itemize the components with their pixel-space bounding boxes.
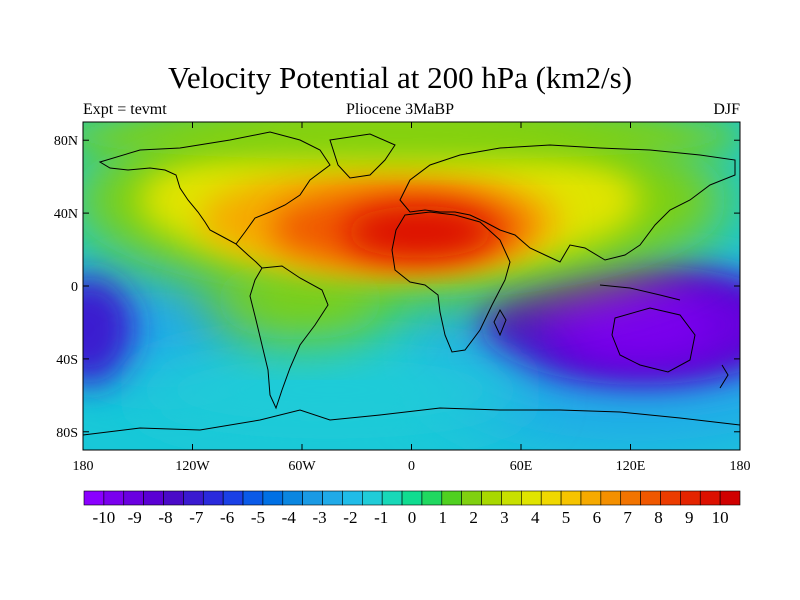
y-tick-label: 80S: [56, 426, 78, 441]
colorbar-swatch: [660, 490, 681, 506]
coastline-north-america: [98, 131, 331, 245]
field-blob: [345, 206, 495, 258]
field-blob: [570, 295, 710, 355]
colorbar-swatch: [699, 490, 721, 506]
colorbar-swatch: [501, 490, 522, 506]
x-tick-label: 180: [730, 459, 751, 474]
field-blob: [130, 350, 530, 430]
colorbar-swatch: [342, 490, 363, 506]
colorbar-label: -6: [220, 508, 234, 527]
colorbar-label: 9: [685, 508, 694, 527]
colorbar-swatch: [381, 490, 403, 506]
colorbar-swatch: [640, 490, 661, 506]
colorbar-label: -8: [158, 508, 172, 527]
colorbar-label: -5: [251, 508, 265, 527]
colorbar-swatch: [183, 490, 204, 506]
colorbar: -10 -9 -8 -7 -6 -5 -4 -3 -2 -1 0 1 2 3 4 5 6 7 8 9 10: [83, 490, 741, 527]
colorbar-label: -4: [282, 508, 297, 527]
x-tick-label: 120W: [175, 459, 210, 474]
y-tick-label: 0: [71, 280, 78, 295]
coastline-greenland: [329, 133, 396, 179]
x-tick-label: 60E: [510, 459, 533, 474]
coastline-south-america: [249, 265, 329, 410]
colorbar-label: 10: [712, 508, 729, 527]
coastline-antarctica: [83, 407, 740, 436]
colorbar-swatch: [441, 490, 462, 506]
coastlines: [83, 131, 740, 436]
colorbar-swatch: [362, 490, 383, 506]
coastline-new-zealand: [719, 364, 729, 389]
colorbar-swatch: [560, 490, 582, 506]
x-tick-label: 120E: [616, 459, 646, 474]
coastline-madagascar: [493, 308, 507, 337]
colorbar-swatch: [282, 490, 303, 506]
coastline-central-america: [235, 243, 263, 269]
colorbar-label: -9: [128, 508, 142, 527]
colorbar-swatch: [521, 490, 542, 506]
field-blob: [83, 122, 740, 160]
coastline-indonesia: [599, 284, 681, 301]
colorbar-label: 0: [408, 508, 417, 527]
season-label: DJF: [713, 101, 740, 118]
colorbar-swatch: [202, 490, 224, 506]
coastline-australia: [611, 307, 696, 373]
field-blob: [210, 260, 390, 340]
colorbar-swatch: [103, 490, 125, 506]
y-tick-label: 40S: [56, 353, 78, 368]
colorbar-swatch: [83, 490, 105, 506]
colorbar-swatch: [401, 490, 423, 506]
colorbar-swatch: [481, 490, 502, 506]
coastline-africa: [391, 211, 511, 353]
colorbar-label: -2: [343, 508, 357, 527]
colorbar-swatch: [461, 490, 482, 506]
experiment-label: Expt = tevmt: [83, 101, 167, 118]
field-shading: [83, 122, 740, 450]
colorbar-label: 8: [654, 508, 663, 527]
colorbar-swatch: [143, 490, 164, 506]
colorbar-swatch: [620, 490, 641, 506]
map-axes: 180 120W 60W 0 60E 120E 180 80N 40N 0 40S 80S: [54, 122, 751, 474]
colorbar-label: -10: [93, 508, 116, 527]
colorbar-swatch: [322, 490, 343, 506]
colorbar-swatch: [242, 490, 264, 506]
colorbar-swatch: [580, 490, 602, 506]
colorbar-label: 7: [623, 508, 632, 527]
colorbar-swatch: [540, 490, 562, 506]
colorbar-swatch: [123, 490, 144, 506]
colorbar-label: 3: [500, 508, 509, 527]
y-tick-label: 40N: [54, 207, 78, 222]
x-tick-label: 0: [408, 459, 415, 474]
colorbar-label: 4: [531, 508, 540, 527]
x-tick-label: 180: [73, 459, 94, 474]
colorbar-label: -7: [189, 508, 204, 527]
colorbar-label: 1: [439, 508, 448, 527]
y-tick-label: 80N: [54, 134, 78, 149]
colorbar-swatch: [222, 490, 244, 506]
field-blob: [83, 275, 135, 385]
period-label: Pliocene 3MaBP: [346, 101, 454, 118]
colorbar-label: 5: [562, 508, 571, 527]
colorbar-swatch: [719, 490, 741, 506]
colorbar-swatch: [600, 490, 622, 506]
colorbar-swatch: [421, 490, 443, 506]
x-tick-label: 60W: [288, 459, 316, 474]
colorbar-label: -1: [374, 508, 388, 527]
plot-title: Velocity Potential at 200 hPa (km2/s): [167, 60, 633, 95]
colorbar-label: 6: [593, 508, 602, 527]
colorbar-swatch: [163, 490, 184, 506]
colorbar-label: -3: [312, 508, 326, 527]
colorbar-label: 2: [469, 508, 478, 527]
colorbar-swatch: [262, 490, 284, 506]
coastline-eurasia: [399, 144, 736, 263]
colorbar-swatch: [302, 490, 323, 506]
colorbar-swatch: [680, 490, 701, 506]
